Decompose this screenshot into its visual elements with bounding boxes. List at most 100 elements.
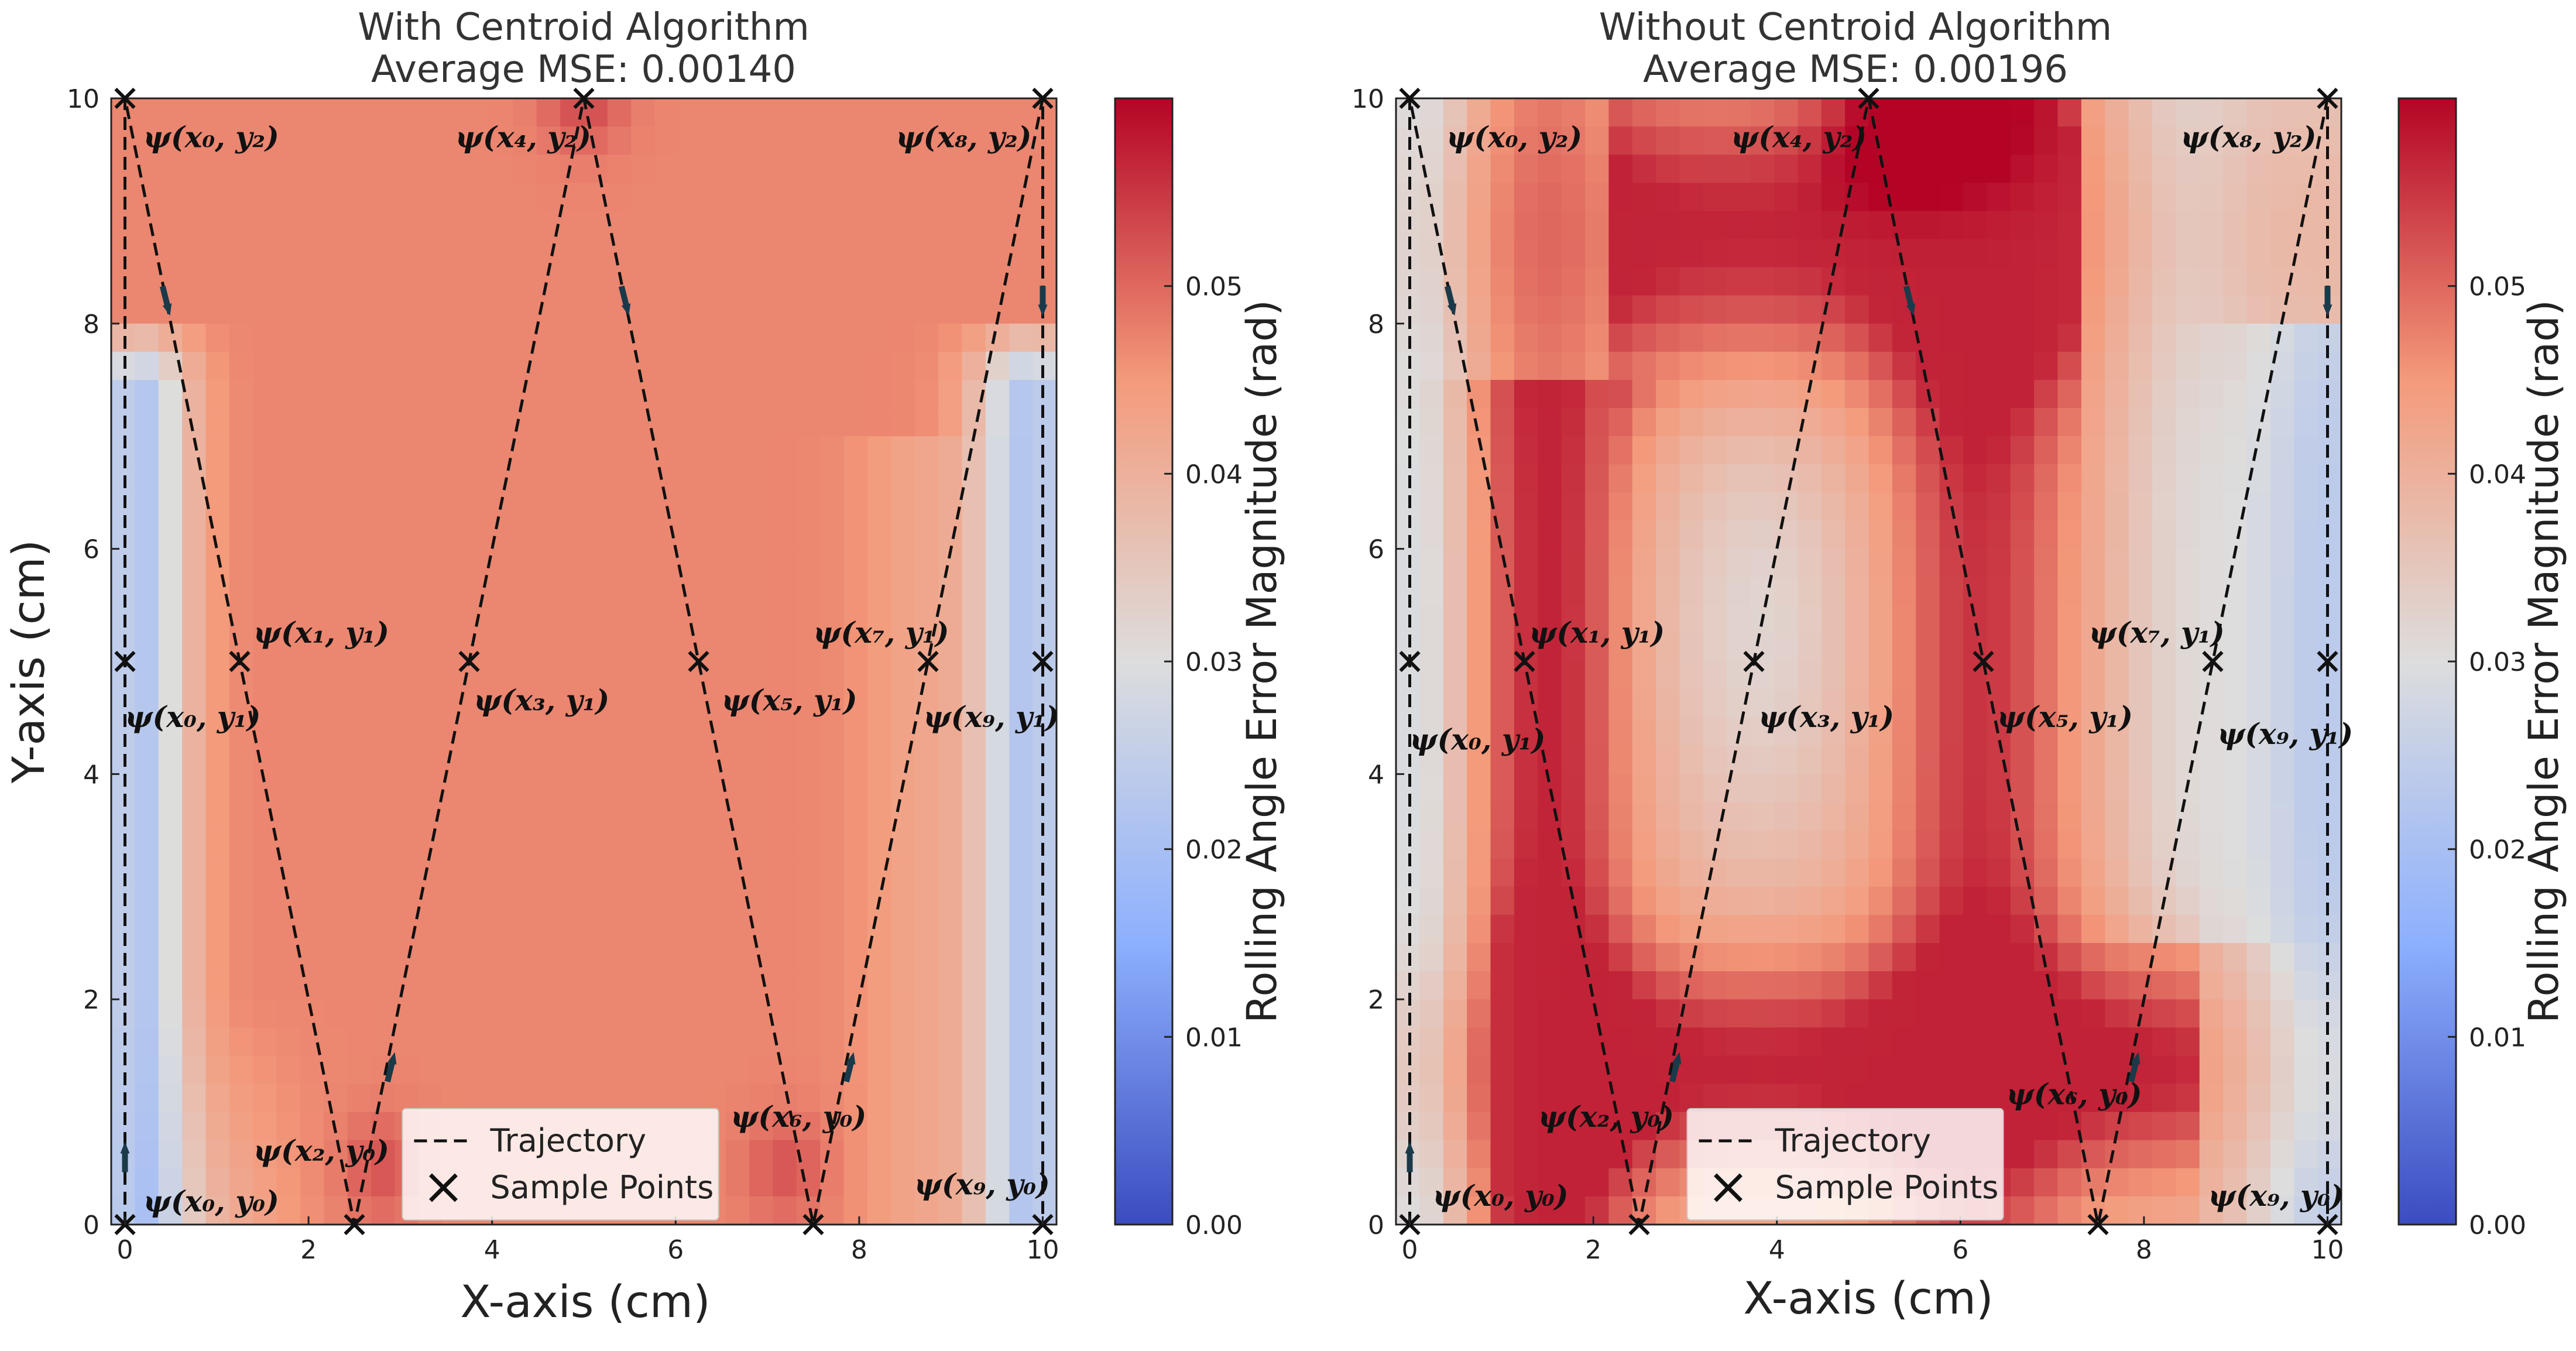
heatmap-cell (584, 267, 608, 296)
heatmap-cell (418, 858, 443, 887)
heatmap-cell (2246, 239, 2271, 268)
heatmap-cell (2010, 999, 2035, 1028)
heatmap-cell (843, 633, 868, 662)
heatmap-cell (1916, 774, 1940, 803)
heatmap-cell (229, 999, 253, 1028)
heatmap-cell (1490, 802, 1515, 831)
heatmap-cell (1892, 943, 1916, 972)
heatmap-cell (324, 1140, 348, 1169)
heatmap-cell (2199, 351, 2224, 380)
heatmap-cell (1514, 436, 1538, 465)
heatmap-cell (773, 183, 797, 211)
heatmap-cell (1963, 464, 1987, 493)
heatmap-cell (1443, 1027, 1467, 1056)
heatmap-cell (513, 971, 537, 1000)
heatmap-cell (631, 577, 656, 606)
heatmap-cell (324, 211, 348, 240)
heatmap-cell (1703, 295, 1727, 324)
heatmap-cell (205, 267, 230, 296)
heatmap-cell (1608, 520, 1633, 550)
heatmap-cell (1585, 661, 1609, 690)
heatmap-cell (2152, 183, 2176, 211)
heatmap-cell (2223, 1168, 2248, 1197)
heatmap-cell (1608, 661, 1633, 690)
heatmap-cell (2270, 830, 2294, 859)
heatmap-cell (1703, 943, 1727, 972)
heatmap-cell (347, 211, 372, 240)
heatmap-cell (2294, 126, 2318, 155)
heatmap-cell (962, 914, 986, 944)
heatmap-cell (1916, 211, 1940, 240)
heatmap-cell (1868, 718, 1893, 746)
heatmap-cell (820, 886, 845, 915)
heatmap-cell (205, 1055, 230, 1085)
heatmap-cell (2176, 914, 2200, 944)
heatmap-cell (985, 971, 1010, 1000)
heatmap-cell (1727, 971, 1751, 1000)
heatmap-cell (1009, 323, 1034, 352)
heatmap-cell (1608, 774, 1633, 803)
heatmap-cell (1443, 408, 1467, 437)
heatmap-cell (1656, 267, 1680, 296)
heatmap-cell (1845, 351, 1870, 380)
heatmap-cell (914, 971, 939, 1000)
heatmap-cell (1798, 239, 1822, 268)
heatmap-cell (985, 323, 1010, 352)
heatmap-cell (1939, 746, 1964, 774)
heatmap-cell (1703, 408, 1727, 437)
heatmap-cell (229, 858, 253, 887)
heatmap-cell (938, 380, 963, 409)
heatmap-cell (867, 155, 891, 183)
heatmap-cell (1987, 380, 2011, 409)
heatmap-cell (725, 239, 750, 268)
heatmap-cell (1009, 690, 1034, 718)
heatmap-cell (1892, 577, 1916, 606)
heatmap-cell (1490, 1027, 1515, 1056)
heatmap-cell (1774, 155, 1798, 183)
heatmap-cell (2223, 999, 2248, 1028)
heatmap-cell (1679, 464, 1704, 493)
heatmap-cell (253, 1112, 277, 1141)
heatmap-cell (2294, 830, 2318, 859)
heatmap-cell (702, 858, 726, 887)
heatmap-cell (607, 886, 632, 915)
heatmap-cell (395, 98, 419, 127)
heatmap-cell (2128, 267, 2153, 296)
heatmap-cell (1538, 1196, 1562, 1225)
heatmap-cell (891, 323, 915, 352)
heatmap-cell (2152, 98, 2176, 127)
heatmap-cell (1750, 464, 1775, 493)
heatmap-cell (725, 183, 750, 211)
heatmap-cell (418, 492, 443, 522)
heatmap-cell (1939, 1083, 1964, 1113)
heatmap-cell (324, 323, 348, 352)
heatmap-cell (2152, 380, 2176, 409)
heatmap-cell (2152, 155, 2176, 183)
heatmap-cell (1868, 1083, 1893, 1113)
heatmap-cell (276, 830, 301, 859)
heatmap-cell (985, 126, 1010, 155)
heatmap-cell (1419, 746, 1444, 774)
heatmap-cell (749, 1168, 774, 1197)
heatmap-cell (702, 408, 726, 437)
heatmap-cell (1774, 802, 1798, 831)
heatmap-cell (2105, 492, 2129, 522)
heatmap-cell (2128, 858, 2153, 887)
heatmap-cell (1774, 267, 1798, 296)
heatmap-cell (773, 436, 797, 465)
heatmap-cell (820, 1027, 845, 1056)
heatmap-cell (111, 886, 135, 915)
heatmap-cell (2105, 126, 2129, 155)
heatmap-cell (1396, 408, 1420, 437)
heatmap-cell (418, 943, 443, 972)
heatmap-cell (2176, 267, 2200, 296)
heatmap-cell (702, 126, 726, 155)
heatmap-cell (1821, 548, 1846, 578)
heatmap-cell (1845, 295, 1870, 324)
heatmap-cell (1608, 577, 1633, 606)
heatmap-cell (324, 436, 348, 465)
heatmap-cell (229, 548, 253, 578)
heatmap-cell (725, 548, 750, 578)
heatmap-cell (1939, 690, 1964, 718)
heatmap-cell (1467, 830, 1491, 859)
